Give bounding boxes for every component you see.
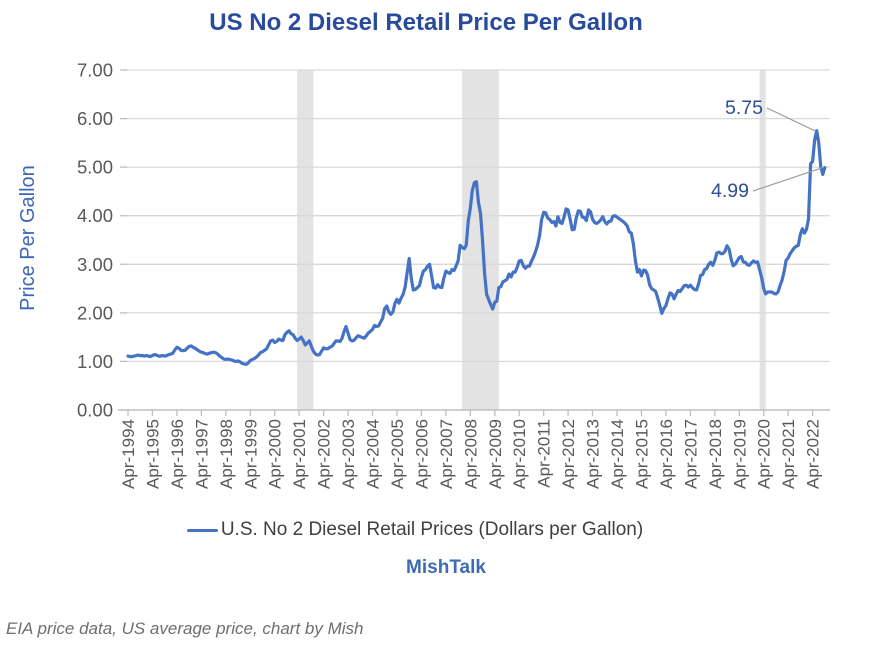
- svg-text:Apr-2014: Apr-2014: [608, 419, 627, 489]
- source-note: EIA price data, US average price, chart …: [6, 619, 364, 638]
- series-line: [126, 129, 827, 366]
- legend: U.S. No 2 Diesel Retail Prices (Dollars …: [0, 519, 861, 541]
- svg-text:Apr-2005: Apr-2005: [388, 419, 407, 489]
- price-chart: 0.00 1.00 2.00 3.00 4.00 5.00 6.00 7.00 Apr-1994…: [77, 60, 830, 489]
- svg-text:Apr-2012: Apr-2012: [559, 419, 578, 489]
- svg-text:Apr-1997: Apr-1997: [192, 419, 211, 489]
- svg-text:Apr-2003: Apr-2003: [339, 419, 358, 489]
- svg-text:Apr-1995: Apr-1995: [143, 419, 162, 489]
- svg-text:Apr-2017: Apr-2017: [681, 419, 700, 489]
- svg-text:Apr-2000: Apr-2000: [266, 419, 285, 489]
- svg-text:Apr-2020: Apr-2020: [755, 419, 774, 489]
- svg-text:2.00: 2.00: [77, 302, 113, 323]
- annotation-label: 4.99: [711, 180, 749, 202]
- svg-text:Apr-2013: Apr-2013: [584, 419, 603, 489]
- svg-text:Apr-1994: Apr-1994: [119, 419, 138, 489]
- svg-text:6.00: 6.00: [77, 108, 113, 129]
- legend-line-marker-icon: [186, 528, 218, 532]
- svg-text:Apr-2015: Apr-2015: [633, 419, 652, 489]
- x-axis-labels: Apr-1994 Apr-1995 Apr-1996 Apr-1997 Apr-1998…: [119, 410, 823, 489]
- chart-title: US No 2 Diesel Retail Price Per Gallon: [209, 9, 643, 36]
- annotation-leader-line: [752, 167, 823, 192]
- svg-text:Apr-2008: Apr-2008: [461, 419, 480, 489]
- svg-text:7.00: 7.00: [77, 60, 113, 81]
- svg-text:0.00: 0.00: [77, 400, 113, 421]
- svg-text:Apr-2011: Apr-2011: [535, 419, 554, 488]
- recession-bands: [297, 70, 766, 410]
- svg-text:Apr-2019: Apr-2019: [730, 419, 749, 489]
- svg-text:3.00: 3.00: [77, 254, 113, 275]
- legend-label: U.S. No 2 Diesel Retail Prices (Dollars …: [220, 519, 644, 540]
- svg-text:Apr-1996: Apr-1996: [168, 419, 187, 489]
- svg-text:5.00: 5.00: [77, 157, 113, 178]
- svg-text:Apr-2021: Apr-2021: [779, 419, 798, 489]
- y-axis-labels: 0.00 1.00 2.00 3.00 4.00 5.00 6.00 7.00: [77, 60, 127, 421]
- svg-text:Apr-2006: Apr-2006: [412, 419, 431, 489]
- svg-text:Apr-2022: Apr-2022: [804, 419, 823, 489]
- annotation-label: 5.75: [725, 97, 763, 119]
- svg-text:Apr-2004: Apr-2004: [364, 419, 383, 489]
- svg-text:Apr-2010: Apr-2010: [510, 419, 529, 489]
- svg-text:4.00: 4.00: [77, 205, 113, 226]
- svg-text:Apr-2007: Apr-2007: [437, 419, 456, 489]
- svg-text:Apr-2018: Apr-2018: [706, 419, 725, 489]
- svg-text:Apr-2001: Apr-2001: [290, 419, 309, 489]
- svg-text:1.00: 1.00: [77, 351, 113, 372]
- mishtalk-branding: MishTalk: [406, 557, 486, 578]
- svg-text:Apr-2016: Apr-2016: [657, 419, 676, 489]
- annotation-leader-line: [766, 107, 815, 132]
- svg-text:Apr-2009: Apr-2009: [486, 419, 505, 489]
- svg-text:Apr-1999: Apr-1999: [241, 419, 260, 489]
- svg-text:Apr-2002: Apr-2002: [315, 419, 334, 489]
- svg-text:Apr-1998: Apr-1998: [217, 419, 236, 489]
